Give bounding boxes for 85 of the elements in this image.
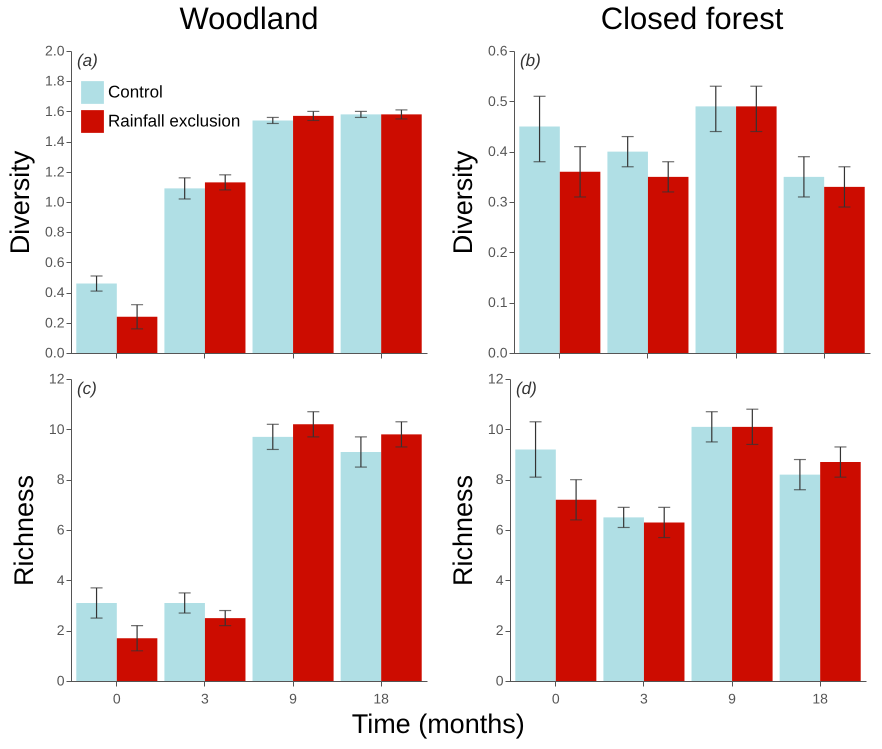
x-tick-label: 0	[552, 690, 560, 706]
bar	[603, 517, 644, 681]
bar	[76, 284, 117, 353]
x-tick-label: 9	[728, 690, 736, 706]
y-tick-label: 2	[496, 622, 504, 638]
y-tick-label: 0.6	[488, 42, 508, 58]
bar	[381, 114, 422, 353]
legend-label: Control	[108, 82, 163, 102]
y-tick-label: 8	[56, 471, 65, 488]
bar	[340, 114, 382, 353]
bar	[293, 116, 334, 353]
bar	[696, 106, 736, 353]
bar	[204, 618, 246, 681]
bar	[252, 436, 294, 681]
y-tick-label: 4	[56, 572, 65, 588]
y-axis-title: Richness	[8, 474, 39, 586]
bar	[607, 152, 648, 353]
bar	[381, 434, 422, 681]
bar	[732, 426, 773, 681]
y-axis-title: Diversity	[448, 150, 478, 254]
y-tick-label: 6	[496, 522, 504, 538]
x-tick-label: 3	[640, 690, 648, 706]
bar	[340, 452, 382, 681]
x-tick-label: 0	[112, 690, 121, 706]
y-tick-label: 1.4	[45, 133, 65, 150]
bar	[784, 176, 824, 353]
x-tick-label: 3	[201, 690, 210, 706]
y-tick-label: 6	[56, 522, 65, 538]
y-tick-label: 0.0	[488, 344, 508, 360]
bar	[164, 602, 205, 681]
y-tick-label: 1.0	[45, 194, 65, 210]
annotation: (b)	[520, 51, 541, 70]
bar	[820, 462, 861, 681]
y-tick-label: 0.8	[45, 224, 65, 240]
y-tick-label: 0.4	[45, 284, 65, 300]
y-tick-label: 0.5	[488, 92, 508, 109]
y-axis-title: Richness	[448, 474, 478, 586]
y-tick-label: 2	[56, 622, 65, 638]
y-tick-label: 0	[496, 672, 504, 688]
annotation: (a)	[77, 51, 98, 70]
y-tick-label: 1.6	[45, 102, 65, 119]
y-tick-label: 2.0	[45, 42, 65, 58]
y-tick-label: 0.2	[45, 314, 65, 330]
bar	[556, 500, 596, 681]
y-tick-label: 12	[488, 370, 504, 386]
y-tick-label: 0.3	[488, 194, 508, 210]
bar	[116, 316, 158, 353]
chart-title: Woodland	[179, 1, 319, 36]
y-tick-label: 0.6	[45, 254, 65, 270]
y-axis-title: Diversity	[5, 150, 36, 254]
x-tick-label: 18	[812, 690, 828, 706]
bar	[164, 188, 205, 353]
bar	[252, 120, 294, 353]
chart-title: Closed forest	[600, 1, 784, 36]
bar	[76, 602, 117, 681]
y-tick-label: 0.1	[488, 294, 508, 310]
legend-label: Rainfall exclusion	[108, 112, 240, 130]
y-tick-label: 12	[48, 370, 65, 386]
y-tick-label: 8	[496, 471, 504, 488]
y-tick-label: 0.0	[45, 344, 65, 360]
y-tick-label: 4	[496, 572, 504, 588]
x-tick-label: 18	[373, 690, 390, 706]
bar	[560, 172, 600, 353]
bar	[780, 474, 820, 681]
y-tick-label: 0	[56, 672, 65, 688]
bar	[648, 176, 688, 353]
y-tick-label: 0.2	[488, 244, 508, 260]
annotation: (c)	[77, 379, 97, 398]
y-tick-label: 1.2	[45, 163, 65, 180]
x-axis-title: Time (months)	[352, 709, 525, 739]
bar	[116, 638, 158, 681]
bar	[515, 449, 556, 681]
bar	[692, 426, 732, 681]
bar	[824, 186, 865, 353]
bar	[736, 106, 777, 353]
bar	[293, 424, 334, 681]
bar	[519, 126, 560, 353]
y-tick-label: 0.4	[488, 143, 508, 160]
y-tick-label: 10	[48, 420, 65, 437]
bar	[204, 182, 246, 353]
y-tick-label: 10	[488, 420, 504, 437]
bar	[644, 522, 684, 681]
y-tick-label: 1.8	[45, 72, 65, 89]
x-tick-label: 9	[289, 690, 298, 706]
annotation: (d)	[516, 379, 537, 398]
